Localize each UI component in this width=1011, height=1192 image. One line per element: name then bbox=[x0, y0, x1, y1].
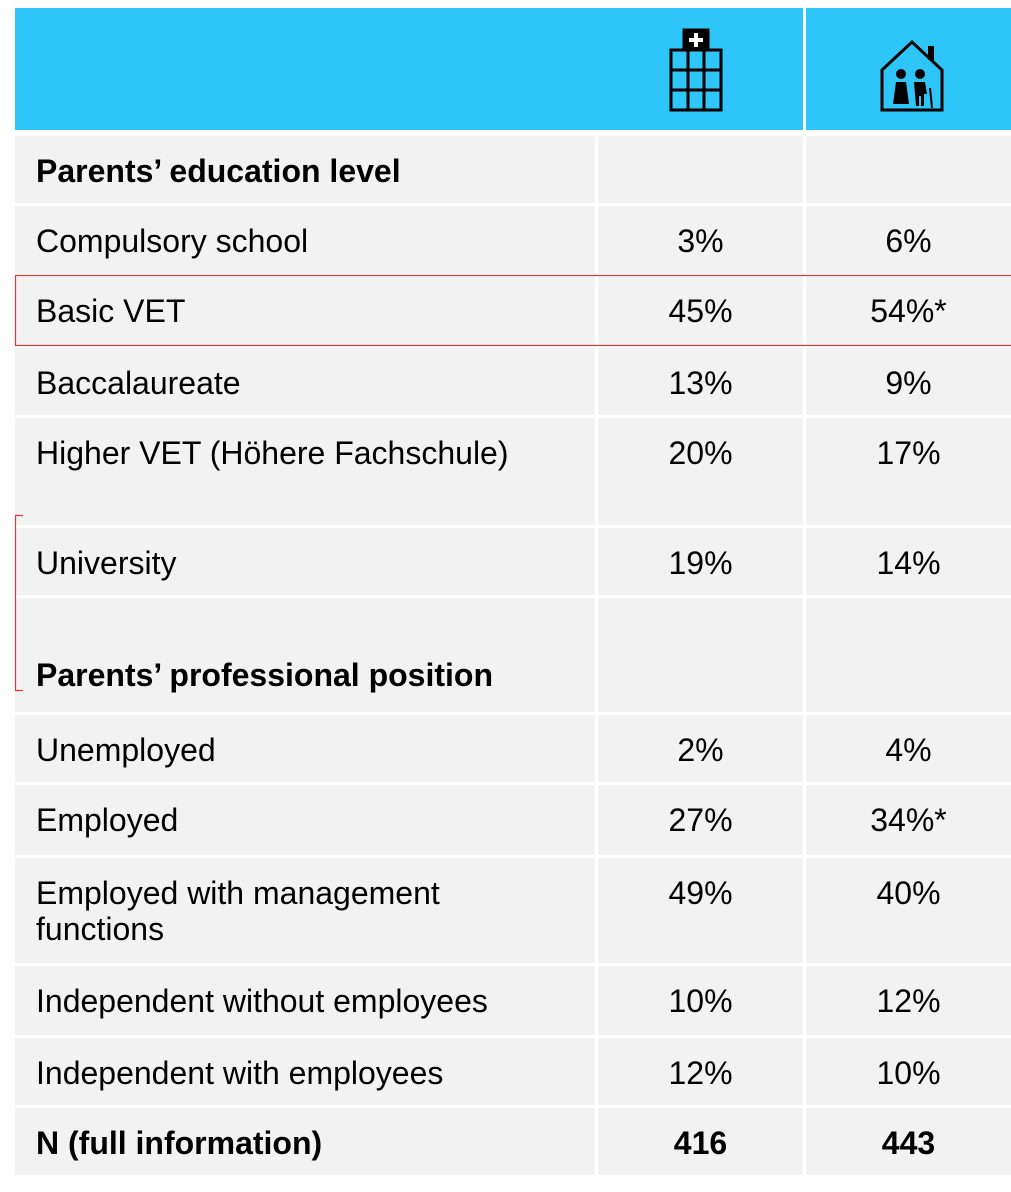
value-cell: 27% bbox=[598, 785, 803, 855]
value-cell: 10% bbox=[598, 966, 803, 1035]
value-cell bbox=[806, 136, 1011, 203]
value-cell: 34%* bbox=[806, 785, 1011, 855]
value-cell: 6% bbox=[806, 206, 1011, 273]
nursing-home-icon bbox=[880, 39, 944, 112]
row-label: Compulsory school bbox=[15, 206, 595, 273]
value-cell bbox=[806, 598, 1011, 712]
row-label: Unemployed bbox=[15, 715, 595, 782]
value-cell: 20% bbox=[598, 418, 803, 525]
row-label: University bbox=[15, 528, 595, 595]
value-cell: 49% bbox=[598, 858, 803, 963]
row-label: Employed bbox=[15, 785, 595, 855]
value-cell: 40% bbox=[806, 858, 1011, 963]
row-label: Independent with employees bbox=[15, 1038, 595, 1105]
value-cell: 14% bbox=[806, 528, 1011, 595]
row-label: Independent without employees bbox=[15, 966, 595, 1035]
header-cell bbox=[598, 8, 803, 130]
value-cell: 12% bbox=[806, 966, 1011, 1035]
header-cell bbox=[15, 8, 636, 130]
value-cell: 10% bbox=[806, 1038, 1011, 1105]
row-label: Employed with management functions bbox=[15, 858, 595, 963]
hospital-icon bbox=[669, 28, 723, 112]
row-label: Parents’ education level bbox=[15, 136, 595, 203]
value-cell: 13% bbox=[598, 348, 803, 415]
value-cell: 12% bbox=[598, 1038, 803, 1105]
row-label: Basic VET bbox=[15, 276, 595, 345]
value-cell: 416 bbox=[598, 1108, 803, 1175]
value-cell: 54%* bbox=[806, 276, 1011, 345]
value-cell: 9% bbox=[806, 348, 1011, 415]
value-cell: 19% bbox=[598, 528, 803, 595]
value-cell: 2% bbox=[598, 715, 803, 782]
value-cell bbox=[598, 136, 803, 203]
row-label: Baccalaureate bbox=[15, 348, 595, 415]
row-label: Higher VET (Höhere Fachschule) bbox=[15, 418, 595, 525]
value-cell: 443 bbox=[806, 1108, 1011, 1175]
value-cell: 17% bbox=[806, 418, 1011, 525]
row-label: N (full information) bbox=[15, 1108, 595, 1175]
value-cell: 3% bbox=[598, 206, 803, 273]
value-cell: 45% bbox=[598, 276, 803, 345]
value-cell bbox=[598, 598, 803, 712]
row-label: Parents’ professional position bbox=[15, 598, 595, 712]
header-cell bbox=[806, 8, 1011, 130]
highlight-bracket bbox=[14, 514, 23, 692]
highlight-box bbox=[14, 274, 1011, 347]
value-cell: 4% bbox=[806, 715, 1011, 782]
